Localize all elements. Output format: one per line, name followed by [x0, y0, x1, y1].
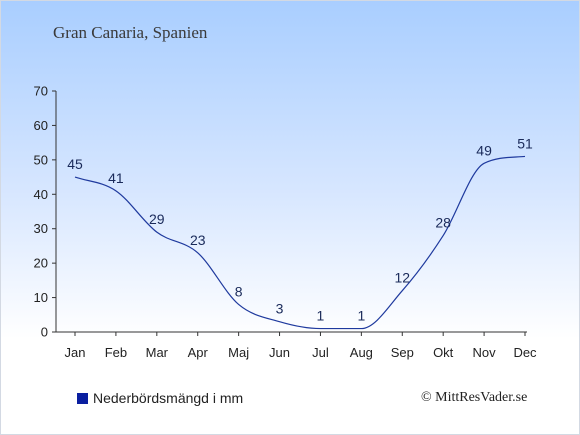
data-label: 12: [394, 270, 410, 286]
y-tick-label: 30: [34, 221, 48, 236]
data-label: 28: [435, 215, 451, 231]
data-label: 29: [149, 211, 165, 227]
y-tick-label: 20: [34, 256, 48, 271]
x-tick-label: Sep: [391, 345, 414, 360]
x-tick-label: Aug: [350, 345, 373, 360]
series-line: [74, 155, 526, 330]
data-label: 45: [67, 156, 83, 172]
x-tick-label: Jan: [65, 345, 86, 360]
data-label: 1: [317, 308, 325, 324]
x-tick-label: Maj: [228, 345, 249, 360]
data-label: 8: [235, 283, 243, 299]
data-label: 3: [276, 301, 284, 317]
y-tick-label: 0: [41, 325, 48, 340]
x-tick-label: Nov: [473, 345, 497, 360]
data-label: 51: [517, 135, 533, 151]
credit: © MittResVader.se: [421, 390, 528, 405]
data-label: 1: [357, 308, 365, 324]
x-tick-label: Apr: [188, 345, 209, 360]
chart-title: Gran Canaria, Spanien: [53, 23, 208, 42]
y-tick-label: 50: [34, 152, 48, 167]
legend: Nederbördsmängd i mm: [77, 390, 243, 406]
x-tick-label: Mar: [146, 345, 169, 360]
x-tick-label: Okt: [433, 345, 454, 360]
legend-swatch: [77, 392, 88, 404]
data-label: 41: [108, 170, 124, 186]
x-tick-label: Feb: [105, 345, 127, 360]
x-tick-label: Dec: [513, 345, 537, 360]
x-tick-label: Jul: [312, 345, 329, 360]
y-tick-label: 60: [34, 118, 48, 133]
y-tick-label: 40: [34, 187, 48, 202]
data-label: 23: [190, 232, 206, 248]
y-tick-label: 70: [34, 84, 48, 99]
data-label: 49: [476, 142, 492, 158]
y-tick-label: 10: [34, 290, 48, 305]
x-tick-label: Jun: [269, 345, 290, 360]
legend-label: Nederbördsmängd i mm: [93, 390, 244, 406]
